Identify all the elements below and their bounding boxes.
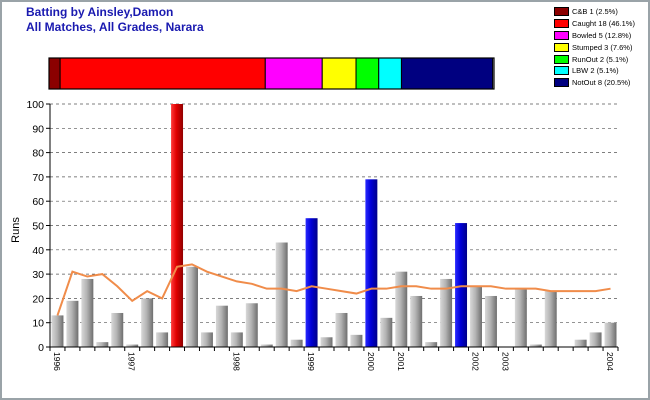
legend-item-caught: Caught 18 (46.1%) xyxy=(554,18,635,30)
legend-swatch xyxy=(554,30,569,40)
legend-label: LBW 2 (5.1%) xyxy=(572,66,619,76)
legend-swatch xyxy=(554,19,569,29)
legend-label: RunOut 2 (5.1%) xyxy=(572,54,629,64)
y-tick-label: 60 xyxy=(32,196,44,208)
x-tick-label: 1997 xyxy=(127,352,137,371)
legend-item-runout: RunOut 2 (5.1%) xyxy=(554,53,635,65)
y-tick-label: 100 xyxy=(26,99,44,111)
dismissal-bar-outline xyxy=(48,57,495,90)
innings-bar xyxy=(380,317,393,347)
innings-bar xyxy=(81,278,94,347)
dismissal-segment-stumped xyxy=(321,57,357,90)
legend-label: NotOut 8 (20.5%) xyxy=(572,78,631,88)
innings-bar xyxy=(544,291,557,347)
innings-bar xyxy=(66,300,79,347)
innings-bar xyxy=(350,334,363,347)
dismissal-segment-notout xyxy=(400,57,494,90)
innings-bar xyxy=(455,223,468,347)
legend-label: C&B 1 (2.5%) xyxy=(572,7,618,17)
y-tick-label: 50 xyxy=(32,221,44,233)
y-tick-label: 90 xyxy=(32,123,44,135)
innings-bar xyxy=(156,332,169,347)
innings-bar xyxy=(470,286,482,347)
legend-item-cb: C&B 1 (2.5%) xyxy=(554,6,635,18)
legend-item-stumped: Stumped 3 (7.6%) xyxy=(554,41,635,53)
legend-label: Stumped 3 (7.6%) xyxy=(572,42,633,52)
x-tick-label: 2000 xyxy=(366,352,376,371)
grid xyxy=(50,103,618,324)
innings-bar xyxy=(589,332,602,347)
innings-bar xyxy=(484,295,497,347)
legend-swatch xyxy=(554,78,569,88)
bars xyxy=(51,104,617,347)
innings-bar xyxy=(365,179,378,347)
innings-bar xyxy=(96,342,109,347)
innings-bar xyxy=(200,332,213,347)
y-tick-label: 70 xyxy=(32,172,44,184)
legend-swatch xyxy=(554,7,569,17)
legend-label: Bowled 5 (12.8%) xyxy=(572,30,632,40)
y-tick-label: 0 xyxy=(38,342,44,354)
innings-bar xyxy=(245,303,258,347)
legend-swatch xyxy=(554,42,569,52)
innings-bar xyxy=(395,271,408,347)
dismissal-segment-bowled xyxy=(264,57,323,90)
y-tick-labels: 0 10 20 30 40 50 60 70 80 90 100 xyxy=(26,99,44,354)
chart-title: Batting by Ainsley,Damon xyxy=(26,5,174,19)
innings-bar xyxy=(171,104,184,347)
innings-bar xyxy=(290,339,303,347)
innings-bar xyxy=(514,288,527,347)
x-tick-label: 2003 xyxy=(500,352,510,371)
x-tick-label: 2001 xyxy=(396,352,406,371)
dismissal-segment-runout xyxy=(355,57,380,90)
y-tick-label: 40 xyxy=(32,245,44,257)
x-tick-label: 2002 xyxy=(471,352,481,371)
innings-bar xyxy=(260,344,273,347)
innings-bar xyxy=(574,339,587,347)
innings-bar xyxy=(529,344,542,347)
legend-item-notout: NotOut 8 (20.5%) xyxy=(554,77,635,89)
innings-bar xyxy=(51,315,64,347)
chart-subtitle: All Matches, All Grades, Narara xyxy=(26,20,204,34)
innings-bar xyxy=(186,266,198,347)
innings-bar xyxy=(126,344,139,347)
dismissal-segment-cb xyxy=(48,57,61,90)
innings-bar xyxy=(141,298,154,347)
innings-bar xyxy=(425,342,438,347)
innings-bar xyxy=(410,295,423,347)
y-tick-label: 80 xyxy=(32,148,44,160)
dismissal-segment-lbw xyxy=(378,57,402,90)
dismissal-bar xyxy=(48,57,495,90)
x-tick-label: 1996 xyxy=(52,352,62,371)
innings-bar xyxy=(230,332,243,347)
legend-swatch xyxy=(554,54,569,64)
x-tick-label: 1998 xyxy=(231,352,241,371)
dismissal-segment-caught xyxy=(59,57,266,90)
legend-item-bowled: Bowled 5 (12.8%) xyxy=(554,30,635,42)
legend-label: Caught 18 (46.1%) xyxy=(572,19,635,29)
innings-bar xyxy=(604,322,617,347)
legend: C&B 1 (2.5%) Caught 18 (46.1%) Bowled 5 … xyxy=(554,6,635,89)
innings-bar xyxy=(440,278,453,347)
legend-swatch xyxy=(554,66,569,76)
innings-bar xyxy=(335,312,348,347)
y-tick-label: 30 xyxy=(32,269,44,281)
axes xyxy=(46,103,619,351)
average-line xyxy=(56,263,611,316)
x-tick-label: 1999 xyxy=(306,352,316,371)
legend-item-lbw: LBW 2 (5.1%) xyxy=(554,65,635,77)
y-tick-label: 10 xyxy=(32,318,44,330)
innings-bar xyxy=(111,312,124,347)
x-tick-label: 2004 xyxy=(605,352,615,371)
innings-bar xyxy=(215,305,228,347)
y-axis-label: Runs xyxy=(10,217,22,243)
innings-bar xyxy=(275,242,288,347)
average-line-group xyxy=(56,263,611,316)
x-tick-labels: 1996 1997 1998 1999 2000 2001 2002 2003 2004 xyxy=(52,352,615,371)
y-tick-label: 20 xyxy=(32,293,44,305)
innings-bar xyxy=(320,337,333,347)
innings-bar xyxy=(305,218,318,347)
